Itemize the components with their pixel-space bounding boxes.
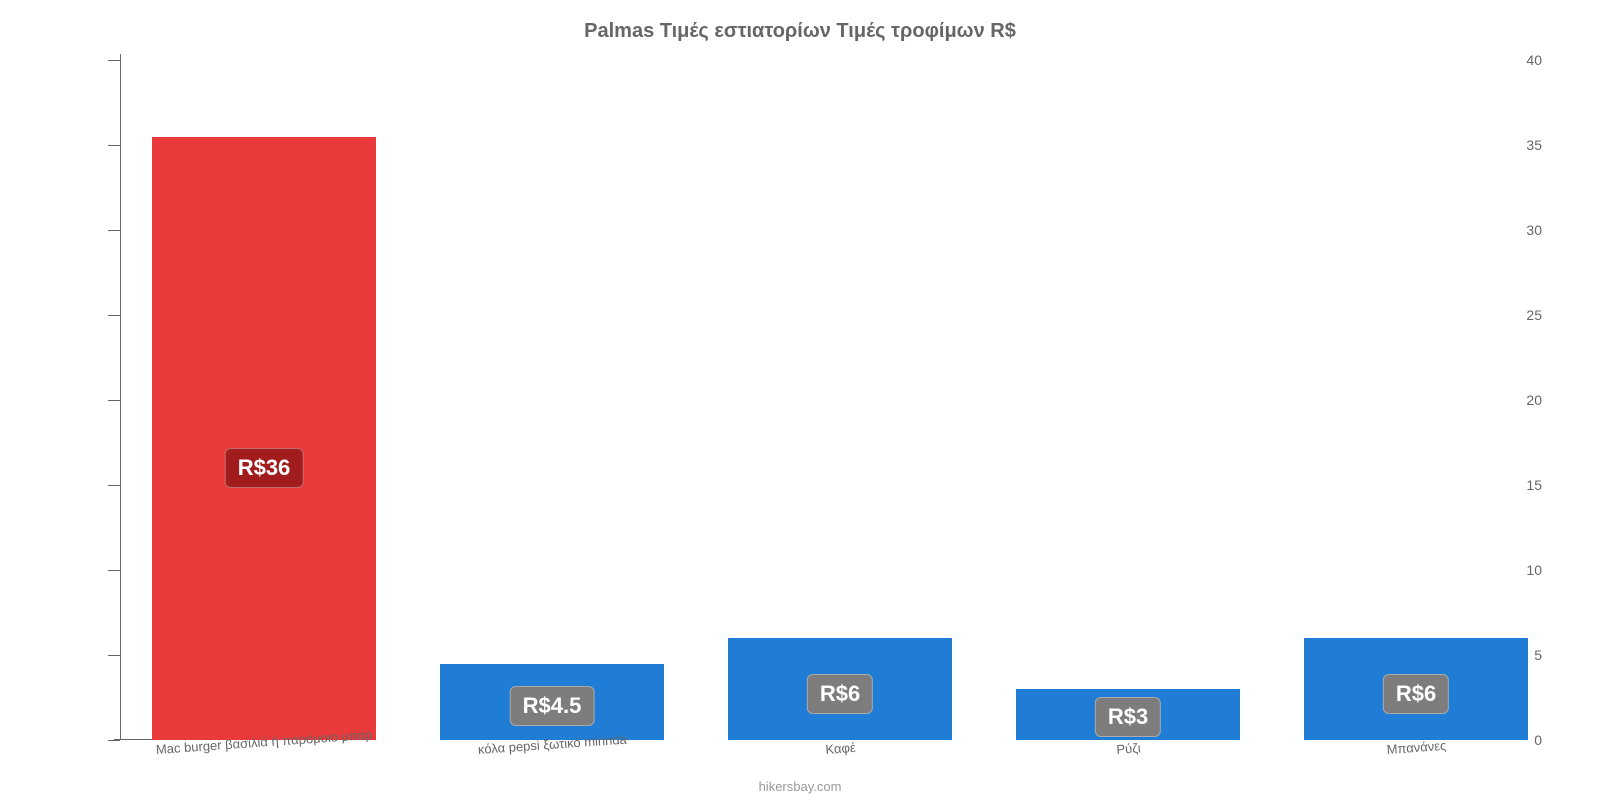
value-badge: R$6 xyxy=(1383,674,1449,714)
x-label: Καφέ xyxy=(825,740,856,757)
x-label: Μπανάνες xyxy=(1386,738,1447,757)
y-tick-label: 15 xyxy=(1526,477,1542,493)
value-badge: R$6 xyxy=(807,674,873,714)
bars-container: R$36 R$4.5 R$6 R$3 R$6 xyxy=(120,60,1560,740)
y-tick-label: 30 xyxy=(1526,222,1542,238)
y-tick-label: 10 xyxy=(1526,562,1542,578)
y-tick xyxy=(108,315,120,316)
y-tick-label: 20 xyxy=(1526,392,1542,408)
plot-area: R$36R$4.5R$6R$3R$6 0510152025303540 xyxy=(120,60,1560,740)
y-tick-label: 25 xyxy=(1526,307,1542,323)
y-tick-label: 35 xyxy=(1526,137,1542,153)
price-bar-chart: Palmas Τιμές εστιατορίων Τιμές τροφίμων … xyxy=(0,0,1600,800)
chart-title: Palmas Τιμές εστιατορίων Τιμές τροφίμων … xyxy=(0,20,1600,43)
y-tick xyxy=(108,145,120,146)
y-tick-label: 40 xyxy=(1526,52,1542,68)
y-tick-label: 5 xyxy=(1534,647,1542,663)
y-tick-label: 0 xyxy=(1534,732,1542,748)
value-badge: R$36 xyxy=(225,448,304,488)
x-label: Ρύζι xyxy=(1116,740,1141,757)
y-tick xyxy=(108,400,120,401)
y-tick xyxy=(108,230,120,231)
y-tick xyxy=(108,485,120,486)
y-tick xyxy=(108,570,120,571)
attribution: hikersbay.com xyxy=(0,779,1600,794)
value-badge: R$3 xyxy=(1095,697,1161,737)
bar xyxy=(152,137,377,741)
y-tick xyxy=(108,60,120,61)
value-badge: R$4.5 xyxy=(510,686,595,726)
y-tick xyxy=(108,655,120,656)
y-tick xyxy=(108,740,120,741)
